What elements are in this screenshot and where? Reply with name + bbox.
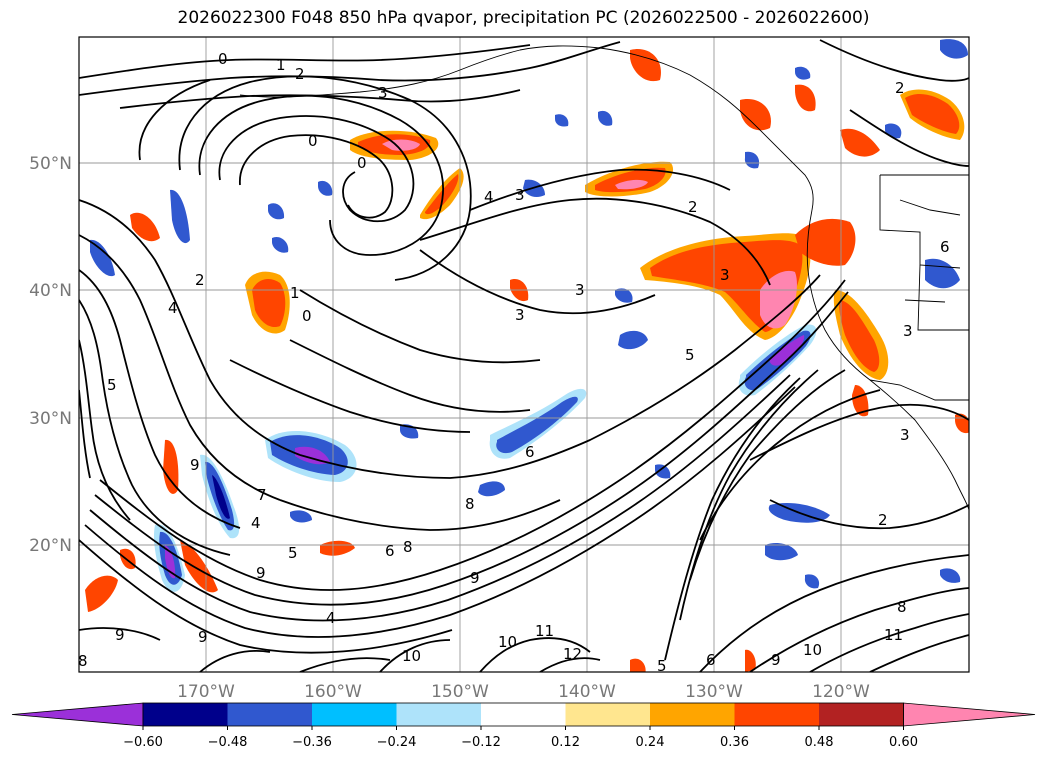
- contour-label: 7: [257, 486, 267, 504]
- colorbar-segment: [143, 703, 228, 726]
- lon-label: 120°W: [812, 682, 870, 702]
- plot-title: 2026022300 F048 850 hPa qvapor, precipit…: [177, 8, 870, 28]
- colorbar-segment: [650, 703, 735, 726]
- contour-label: 1: [290, 284, 300, 302]
- graticule: [79, 37, 969, 672]
- contour-label: 0: [308, 132, 318, 150]
- lon-label: 170°W: [177, 682, 235, 702]
- contour-label: 8: [465, 495, 475, 513]
- contour-label: 2: [895, 79, 905, 97]
- contour-labels: 0 1 2 3 0 0 4 3 2 1 0 3 3 5 6 7 4 5 9 9 …: [78, 50, 950, 675]
- contour-label: 10: [402, 647, 421, 665]
- contour-label: 3: [378, 84, 388, 102]
- contour-label: 9: [115, 626, 125, 644]
- latitude-labels: 50°N 40°N 30°N 20°N: [29, 154, 72, 556]
- lon-label: 140°W: [558, 682, 616, 702]
- contour-label: 5: [685, 346, 695, 364]
- lon-label: 150°W: [431, 682, 489, 702]
- contour-label: 11: [535, 622, 554, 640]
- contour-label: 3: [575, 281, 585, 299]
- contour-label: 9: [198, 628, 208, 646]
- colorbar-tick-label: 0.48: [805, 735, 834, 750]
- colorbar-tick-label: −0.24: [377, 735, 417, 750]
- contour-label: 2: [688, 198, 698, 216]
- contour-label: 3: [903, 322, 913, 340]
- lat-label: 50°N: [29, 154, 72, 174]
- colorbar-tick-label: 0.36: [720, 735, 749, 750]
- lat-label: 40°N: [29, 281, 72, 301]
- colorbar-tick-label: 0.12: [551, 735, 580, 750]
- contour-label: 3: [720, 266, 730, 284]
- qvapor-contours: [79, 39, 969, 672]
- contour-label: 5: [288, 544, 298, 562]
- colorbar-extend-high: [903, 702, 1036, 727]
- contour-label: 2: [195, 271, 205, 289]
- contour-label: 5: [107, 376, 117, 394]
- lon-label: 160°W: [304, 682, 362, 702]
- contour-label: 2: [295, 65, 305, 83]
- contour-label: 9: [470, 569, 480, 587]
- colorbar-tick-label: 0.24: [636, 735, 665, 750]
- map-frame: [78, 36, 970, 673]
- contour-label: 6: [706, 651, 716, 669]
- contour-label: 4: [326, 609, 336, 627]
- contour-label: 2: [878, 511, 888, 529]
- contour-label: 1: [276, 56, 286, 74]
- precip-shading: [85, 39, 969, 672]
- colorbar-extend-low: [11, 702, 144, 727]
- map-area: 0 1 2 3 0 0 4 3 2 1 0 3 3 5 6 7 4 5 9 9 …: [78, 37, 969, 675]
- contour-label: 4: [484, 188, 494, 206]
- colorbar-segment: [734, 703, 820, 726]
- colorbar: −0.60 −0.48 −0.36 −0.24 −0.12 0.12 0.24 0.36 0.4…: [11, 702, 1036, 750]
- contour-label: 3: [515, 186, 525, 204]
- contour-label: 12: [563, 645, 582, 663]
- colorbar-segment: [819, 703, 904, 726]
- contour-label: 0: [218, 50, 228, 68]
- contour-label: 9: [190, 456, 200, 474]
- colorbar-tick-label: 0.60: [889, 735, 918, 750]
- contour-label: 8: [403, 538, 413, 556]
- contour-label: 6: [525, 443, 535, 461]
- colorbar-segment: [565, 703, 651, 726]
- colorbar-segment: [481, 703, 566, 726]
- coastlines: [239, 45, 969, 511]
- contour-label: 10: [803, 641, 822, 659]
- contour-label: 0: [357, 154, 367, 172]
- lat-label: 30°N: [29, 409, 72, 429]
- colorbar-segment: [312, 703, 397, 726]
- colorbar-segment: [227, 703, 313, 726]
- contour-label: 4: [251, 514, 261, 532]
- longitude-labels: 170°W 160°W 150°W 140°W 130°W 120°W: [177, 682, 870, 702]
- colorbar-tick-label: −0.60: [123, 735, 163, 750]
- contour-label: 11: [884, 626, 903, 644]
- contour-label: 6: [940, 238, 950, 256]
- contour-label: 9: [256, 564, 266, 582]
- colorbar-frame: [142, 702, 904, 727]
- colorbar-tick-label: −0.36: [292, 735, 332, 750]
- contour-label: 8: [78, 652, 88, 670]
- contour-label: 10: [498, 633, 517, 651]
- contour-label: 0: [302, 307, 312, 325]
- colorbar-segment: [396, 703, 482, 726]
- contour-label: 3: [515, 306, 525, 324]
- colorbar-tick-label: −0.12: [461, 735, 501, 750]
- contour-label: 3: [900, 426, 910, 444]
- colorbar-tick-label: −0.48: [208, 735, 248, 750]
- contour-label: 5: [657, 657, 667, 675]
- lat-label: 20°N: [29, 536, 72, 556]
- contour-label: 8: [897, 598, 907, 616]
- contour-label: 4: [168, 299, 178, 317]
- lon-label: 130°W: [685, 682, 743, 702]
- contour-label: 9: [771, 651, 781, 669]
- contour-label: 6: [385, 542, 395, 560]
